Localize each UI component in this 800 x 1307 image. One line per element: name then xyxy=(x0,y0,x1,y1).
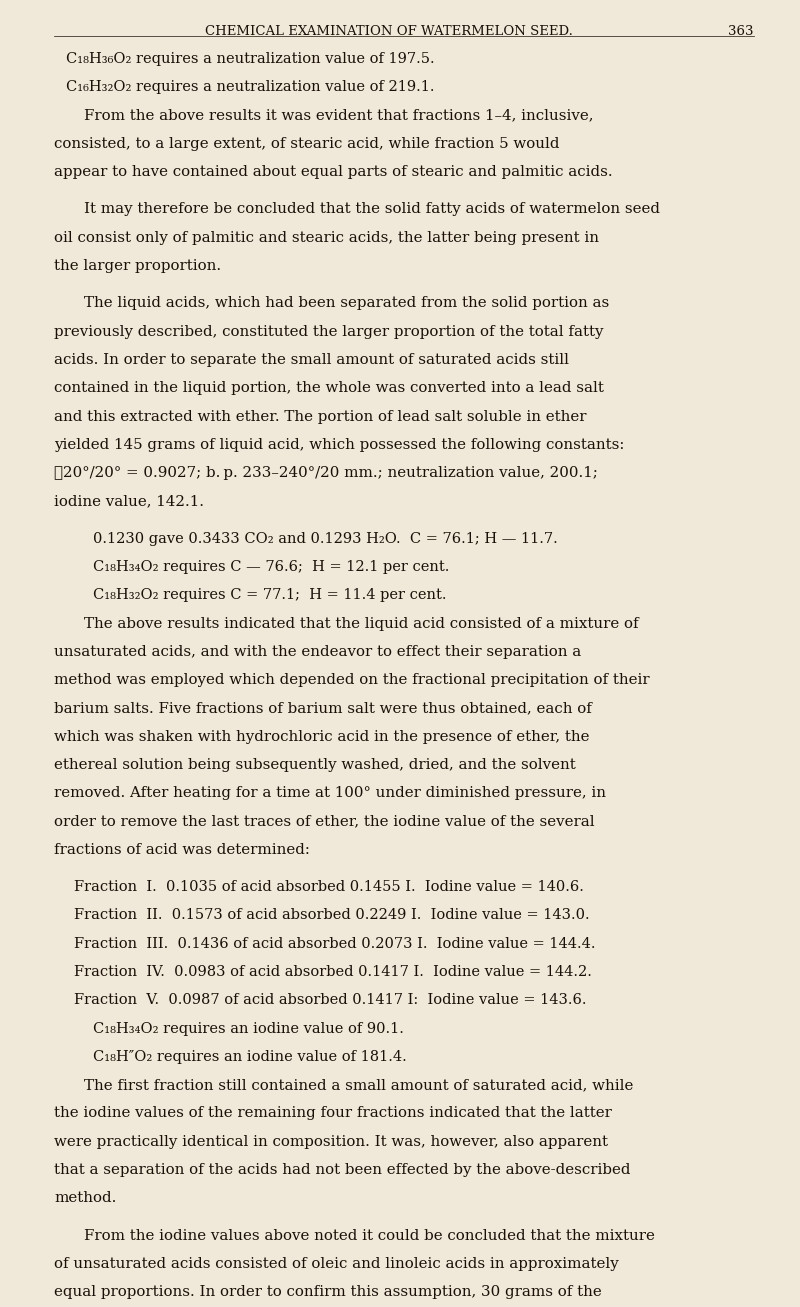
Text: method.: method. xyxy=(54,1191,117,1205)
Text: Fraction  II.  0.1573 of acid absorbed 0.2249 I.  Iodine value = 143.0.: Fraction II. 0.1573 of acid absorbed 0.2… xyxy=(74,908,590,923)
Text: Fraction  I.  0.1035 of acid absorbed 0.1455 I.  Iodine value = 140.6.: Fraction I. 0.1035 of acid absorbed 0.14… xyxy=(74,880,584,894)
Text: ethereal solution being subsequently washed, dried, and the solvent: ethereal solution being subsequently was… xyxy=(54,758,576,772)
Text: 363: 363 xyxy=(728,25,754,38)
Text: Fraction  III.  0.1436 of acid absorbed 0.2073 I.  Iodine value = 144.4.: Fraction III. 0.1436 of acid absorbed 0.… xyxy=(74,937,595,950)
Text: ℄20°/20° = 0.9027; b. p. 233–240°/20 mm.; neutralization value, 200.1;: ℄20°/20° = 0.9027; b. p. 233–240°/20 mm.… xyxy=(54,467,598,480)
Text: C₁₈H₃₂O₂ requires C = 77.1;  H = 11.4 per cent.: C₁₈H₃₂O₂ requires C = 77.1; H = 11.4 per… xyxy=(94,588,446,603)
Text: and this extracted with ether. The portion of lead salt soluble in ether: and this extracted with ether. The porti… xyxy=(54,409,587,423)
Text: C₁₈H₃₆O₂ requires a neutralization value of 197.5.: C₁₈H₃₆O₂ requires a neutralization value… xyxy=(66,52,434,65)
Text: consisted, to a large extent, of stearic acid, while fraction 5 would: consisted, to a large extent, of stearic… xyxy=(54,137,560,150)
Text: barium salts. Five fractions of barium salt were thus obtained, each of: barium salts. Five fractions of barium s… xyxy=(54,702,592,715)
Text: acids. In order to separate the small amount of saturated acids still: acids. In order to separate the small am… xyxy=(54,353,570,367)
Text: The liquid acids, which had been separated from the solid portion as: The liquid acids, which had been separat… xyxy=(84,297,609,311)
Text: CHEMICAL EXAMINATION OF WATERMELON SEED.: CHEMICAL EXAMINATION OF WATERMELON SEED. xyxy=(205,25,573,38)
Text: previously described, constituted the larger proportion of the total fatty: previously described, constituted the la… xyxy=(54,324,604,339)
Text: C₁₈H″O₂ requires an iodine value of 181.4.: C₁₈H″O₂ requires an iodine value of 181.… xyxy=(94,1050,407,1064)
Text: of unsaturated acids consisted of oleic and linoleic acids in approximately: of unsaturated acids consisted of oleic … xyxy=(54,1257,619,1270)
Text: From the above results it was evident that fractions 1–4, inclusive,: From the above results it was evident th… xyxy=(84,108,594,123)
Text: were practically identical in composition. It was, however, also apparent: were practically identical in compositio… xyxy=(54,1134,608,1149)
Text: It may therefore be concluded that the solid fatty acids of watermelon seed: It may therefore be concluded that the s… xyxy=(84,203,660,217)
Text: equal proportions. In order to confirm this assumption, 30 grams of the: equal proportions. In order to confirm t… xyxy=(54,1285,602,1299)
Text: fractions of acid was determined:: fractions of acid was determined: xyxy=(54,843,310,856)
Text: order to remove the last traces of ether, the iodine value of the several: order to remove the last traces of ether… xyxy=(54,814,595,829)
Text: oil consist only of palmitic and stearic acids, the latter being present in: oil consist only of palmitic and stearic… xyxy=(54,231,599,244)
Text: iodine value, 142.1.: iodine value, 142.1. xyxy=(54,494,204,508)
Text: contained in the liquid portion, the whole was converted into a lead salt: contained in the liquid portion, the who… xyxy=(54,382,604,395)
Text: yielded 145 grams of liquid acid, which possessed the following constants:: yielded 145 grams of liquid acid, which … xyxy=(54,438,625,452)
Text: C₁₆H₃₂O₂ requires a neutralization value of 219.1.: C₁₆H₃₂O₂ requires a neutralization value… xyxy=(66,80,434,94)
Text: The first fraction still contained a small amount of saturated acid, while: The first fraction still contained a sma… xyxy=(84,1078,634,1093)
Text: that a separation of the acids had not been effected by the above-described: that a separation of the acids had not b… xyxy=(54,1163,631,1176)
Text: the iodine values of the remaining four fractions indicated that the latter: the iodine values of the remaining four … xyxy=(54,1106,612,1120)
Text: C₁₈H₃₄O₂ requires C — 76.6;  H = 12.1 per cent.: C₁₈H₃₄O₂ requires C — 76.6; H = 12.1 per… xyxy=(94,561,450,574)
Text: which was shaken with hydrochloric acid in the presence of ether, the: which was shaken with hydrochloric acid … xyxy=(54,729,590,744)
Text: method was employed which depended on the fractional precipitation of their: method was employed which depended on th… xyxy=(54,673,650,687)
Text: Fraction  IV.  0.0983 of acid absorbed 0.1417 I.  Iodine value = 144.2.: Fraction IV. 0.0983 of acid absorbed 0.1… xyxy=(74,965,592,979)
Text: 0.1230 gave 0.3433 CO₂ and 0.1293 H₂O.  C = 76.1; H — 11.7.: 0.1230 gave 0.3433 CO₂ and 0.1293 H₂O. C… xyxy=(94,532,558,546)
Text: removed. After heating for a time at 100° under diminished pressure, in: removed. After heating for a time at 100… xyxy=(54,787,606,800)
Text: C₁₈H₃₄O₂ requires an iodine value of 90.1.: C₁₈H₃₄O₂ requires an iodine value of 90.… xyxy=(94,1022,404,1035)
Text: the larger proportion.: the larger proportion. xyxy=(54,259,222,273)
Text: appear to have contained about equal parts of stearic and palmitic acids.: appear to have contained about equal par… xyxy=(54,165,613,179)
Text: From the iodine values above noted it could be concluded that the mixture: From the iodine values above noted it co… xyxy=(84,1229,654,1243)
Text: Fraction  V.  0.0987 of acid absorbed 0.1417 I:  Iodine value = 143.6.: Fraction V. 0.0987 of acid absorbed 0.14… xyxy=(74,993,586,1008)
Text: The above results indicated that the liquid acid consisted of a mixture of: The above results indicated that the liq… xyxy=(84,617,638,630)
Text: unsaturated acids, and with the endeavor to effect their separation a: unsaturated acids, and with the endeavor… xyxy=(54,644,582,659)
